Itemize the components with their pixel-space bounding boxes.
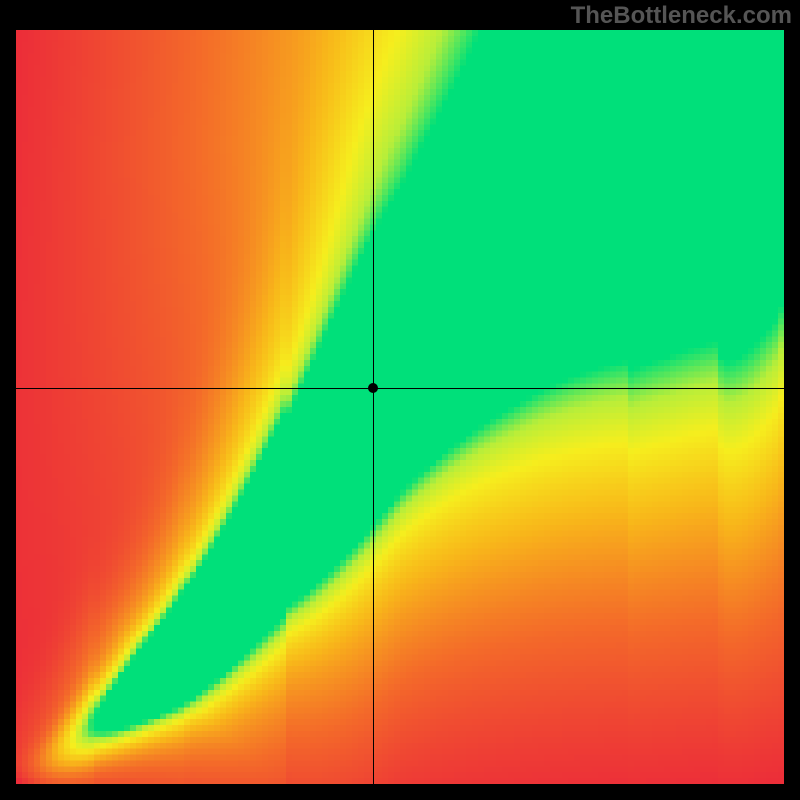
bottleneck-heatmap xyxy=(16,30,784,784)
watermark-text: TheBottleneck.com xyxy=(571,2,792,30)
chart-container: TheBottleneck.com xyxy=(0,0,800,800)
